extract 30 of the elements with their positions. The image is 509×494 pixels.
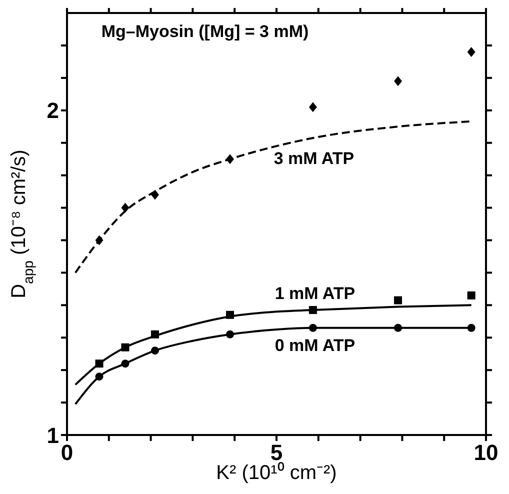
point	[394, 324, 402, 332]
point	[226, 310, 234, 319]
y-tick-label: 1	[46, 422, 59, 448]
point	[308, 306, 317, 314]
point	[308, 102, 317, 112]
point	[226, 330, 234, 338]
y-tick-label: 2	[46, 98, 59, 124]
line-series	[74, 120, 472, 274]
point	[121, 202, 130, 213]
point	[226, 154, 234, 164]
annotation: 3 mM ATP	[274, 149, 354, 168]
x-tick-label: 0	[60, 440, 74, 465]
annotation: 0 mM ATP	[274, 336, 356, 356]
point	[394, 76, 402, 86]
point	[467, 291, 476, 300]
point	[95, 372, 104, 381]
x-tick-label: 10	[474, 440, 498, 465]
text: Mg–Myosin ([Mg] = 3 mM)	[101, 22, 309, 41]
point	[150, 190, 159, 200]
annotation: 1 mM ATP	[274, 284, 356, 304]
point	[121, 360, 130, 368]
point	[394, 296, 402, 304]
point	[121, 343, 130, 352]
point	[95, 360, 104, 368]
point	[467, 324, 476, 332]
point	[150, 330, 159, 338]
point	[150, 346, 159, 355]
point	[95, 235, 104, 246]
point	[467, 46, 476, 57]
point	[308, 324, 317, 332]
